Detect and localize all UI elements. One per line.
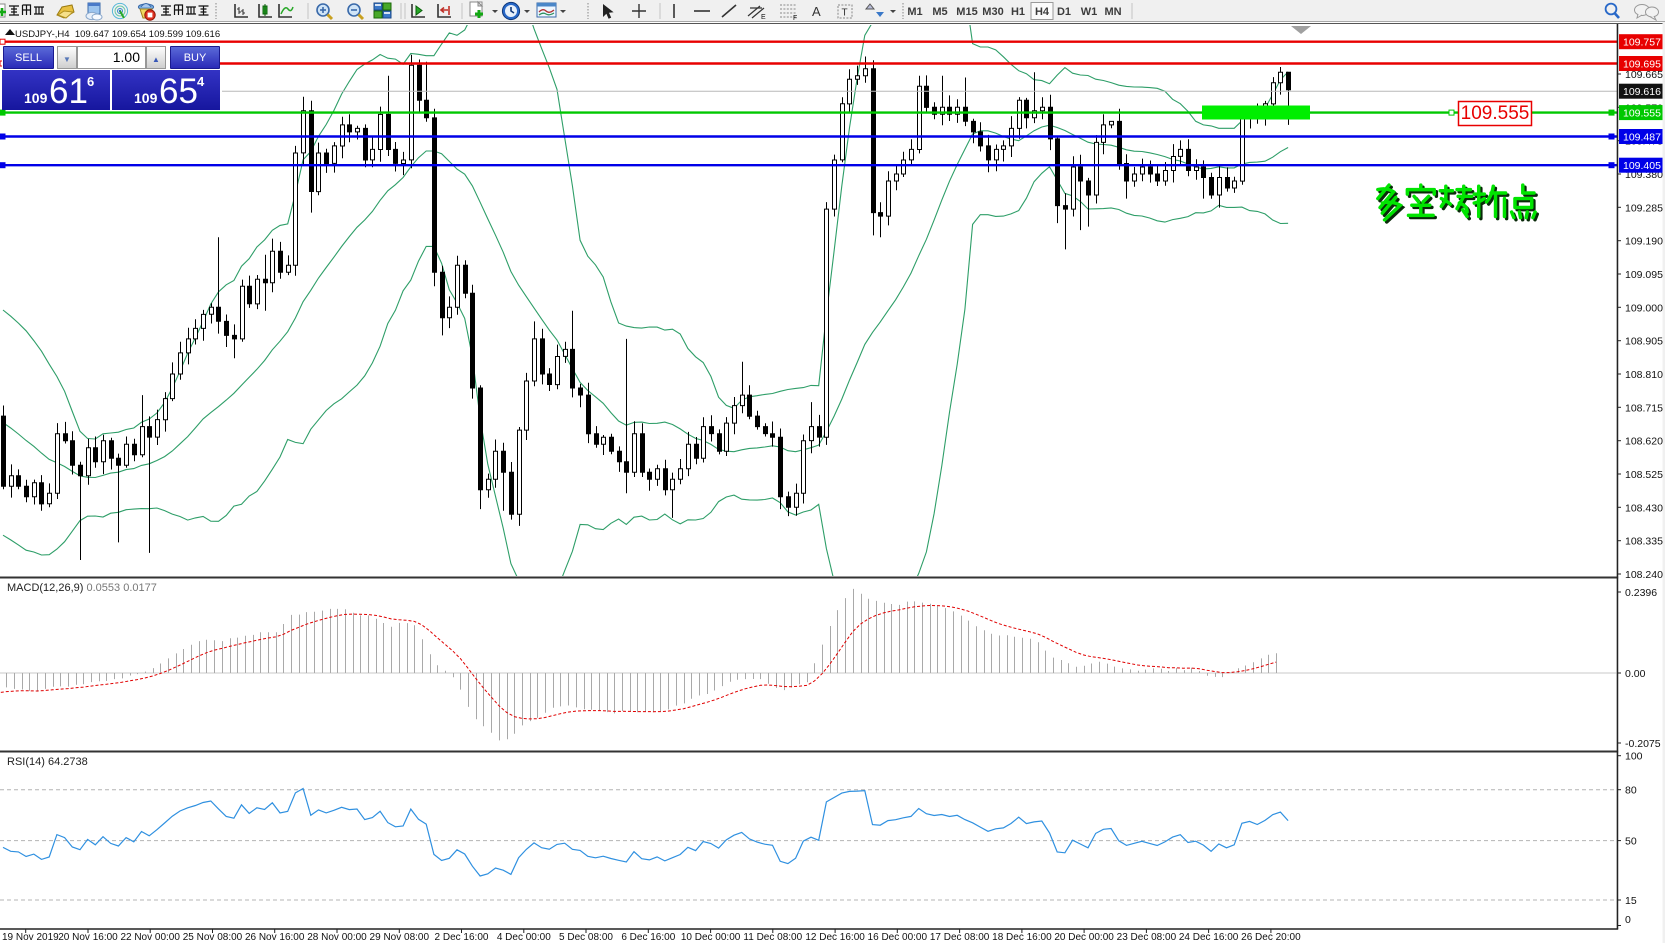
svg-text:23 Dec 08:00: 23 Dec 08:00 xyxy=(1117,932,1177,943)
svg-text:MN: MN xyxy=(1104,6,1121,18)
svg-text:108.620: 108.620 xyxy=(1625,436,1663,448)
svg-text:17 Dec 08:00: 17 Dec 08:00 xyxy=(930,932,990,943)
svg-text:A: A xyxy=(812,4,821,19)
svg-text:H4: H4 xyxy=(1035,6,1050,18)
svg-text:E: E xyxy=(761,14,766,21)
svg-text:M5: M5 xyxy=(932,6,947,18)
svg-text:109.695: 109.695 xyxy=(1623,59,1661,71)
svg-text:M1: M1 xyxy=(907,6,922,18)
svg-text:28 Nov 00:00: 28 Nov 00:00 xyxy=(307,932,367,943)
svg-text:F: F xyxy=(793,15,797,22)
svg-text:6 Dec 16:00: 6 Dec 16:00 xyxy=(621,932,675,943)
svg-text:108.525: 108.525 xyxy=(1625,469,1663,481)
svg-text:0.2396: 0.2396 xyxy=(1625,587,1657,599)
svg-text:15: 15 xyxy=(1625,895,1637,907)
svg-text:100: 100 xyxy=(1625,751,1643,763)
svg-text:108.430: 108.430 xyxy=(1625,502,1663,514)
svg-text:22 Nov 00:00: 22 Nov 00:00 xyxy=(120,932,180,943)
svg-text:109.757: 109.757 xyxy=(1623,37,1661,49)
svg-text:109.405: 109.405 xyxy=(1623,160,1661,172)
svg-text:26 Nov 16:00: 26 Nov 16:00 xyxy=(245,932,305,943)
svg-text:10 Dec 00:00: 10 Dec 00:00 xyxy=(681,932,741,943)
svg-text:0: 0 xyxy=(1625,914,1631,926)
svg-text:M15: M15 xyxy=(956,6,977,18)
svg-text:19 Nov 2019: 19 Nov 2019 xyxy=(2,932,59,943)
svg-text:108.715: 108.715 xyxy=(1625,402,1663,414)
svg-text:18 Dec 16:00: 18 Dec 16:00 xyxy=(992,932,1052,943)
svg-text:16 Dec 00:00: 16 Dec 00:00 xyxy=(868,932,928,943)
svg-text:USDJPY-,H4 109.647 109.654 10: USDJPY-,H4 109.647 109.654 109.599 109.6… xyxy=(15,29,220,40)
svg-text:12 Dec 16:00: 12 Dec 16:00 xyxy=(805,932,865,943)
svg-text:MACD(12,26,9) 0.0553 0.0177: MACD(12,26,9) 0.0553 0.0177 xyxy=(7,582,157,594)
svg-text:M30: M30 xyxy=(982,6,1003,18)
svg-text:20 Nov 16:00: 20 Nov 16:00 xyxy=(58,932,118,943)
svg-text:D1: D1 xyxy=(1057,6,1071,18)
svg-text:0.00: 0.00 xyxy=(1625,668,1646,680)
svg-text:H1: H1 xyxy=(1011,6,1025,18)
svg-text:29 Nov 08:00: 29 Nov 08:00 xyxy=(370,932,430,943)
svg-text:109.616: 109.616 xyxy=(1623,86,1661,98)
svg-text:109.285: 109.285 xyxy=(1625,202,1663,214)
svg-text:108.905: 108.905 xyxy=(1625,336,1663,348)
svg-text:4 Dec 00:00: 4 Dec 00:00 xyxy=(497,932,551,943)
svg-text:109.555: 109.555 xyxy=(1623,108,1661,120)
svg-text:109.095: 109.095 xyxy=(1625,269,1663,281)
svg-text:109.000: 109.000 xyxy=(1625,302,1663,314)
svg-text:108.240: 108.240 xyxy=(1625,569,1663,581)
svg-text:109.487: 109.487 xyxy=(1623,132,1661,144)
svg-text:T: T xyxy=(842,8,848,19)
svg-text:5 Dec 08:00: 5 Dec 08:00 xyxy=(559,932,613,943)
svg-text:11 Dec 08:00: 11 Dec 08:00 xyxy=(743,932,802,943)
svg-text:108.810: 108.810 xyxy=(1625,369,1663,381)
svg-text:W1: W1 xyxy=(1081,6,1098,18)
svg-text:24 Dec 16:00: 24 Dec 16:00 xyxy=(1179,932,1239,943)
svg-text:26 Dec 20:00: 26 Dec 20:00 xyxy=(1241,932,1301,943)
svg-text:25 Nov 08:00: 25 Nov 08:00 xyxy=(183,932,243,943)
svg-text:RSI(14) 64.2738: RSI(14) 64.2738 xyxy=(7,756,88,768)
svg-text:109.555: 109.555 xyxy=(1461,103,1530,124)
svg-text:108.335: 108.335 xyxy=(1625,536,1663,548)
svg-text:109.665: 109.665 xyxy=(1625,69,1663,81)
svg-text:109.190: 109.190 xyxy=(1625,236,1663,248)
svg-text:20 Dec 00:00: 20 Dec 00:00 xyxy=(1054,932,1114,943)
svg-text:-0.2075: -0.2075 xyxy=(1625,738,1661,750)
svg-text:2 Dec 16:00: 2 Dec 16:00 xyxy=(435,932,489,943)
svg-text:50: 50 xyxy=(1625,836,1637,848)
svg-text:80: 80 xyxy=(1625,785,1637,797)
